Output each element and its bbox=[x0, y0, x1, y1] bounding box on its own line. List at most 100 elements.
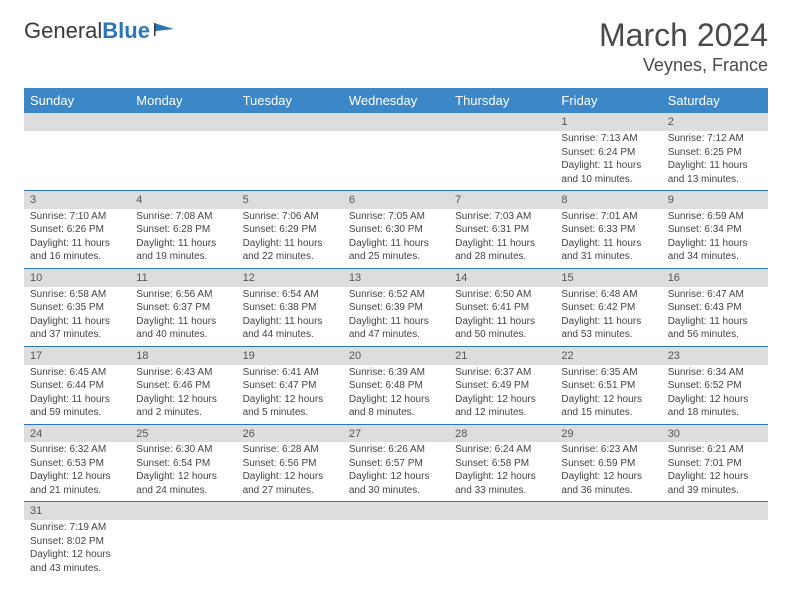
day-number-cell: 23 bbox=[662, 346, 768, 364]
sunset-text: Sunset: 6:56 PM bbox=[243, 457, 337, 471]
day-number-cell: 31 bbox=[24, 502, 130, 520]
day-number-cell bbox=[24, 113, 130, 131]
daylight-text: Daylight: 12 hours bbox=[455, 393, 549, 407]
day-info-cell: Sunrise: 6:41 AMSunset: 6:47 PMDaylight:… bbox=[237, 365, 343, 425]
day-number-cell: 27 bbox=[343, 424, 449, 442]
sunset-text: Sunset: 7:01 PM bbox=[668, 457, 762, 471]
daylight-text-2: and 12 minutes. bbox=[455, 406, 549, 420]
sunset-text: Sunset: 6:57 PM bbox=[349, 457, 443, 471]
day-number-cell bbox=[343, 502, 449, 520]
day-number-cell: 5 bbox=[237, 191, 343, 209]
sunset-text: Sunset: 6:34 PM bbox=[668, 223, 762, 237]
sunrise-text: Sunrise: 6:45 AM bbox=[30, 366, 124, 380]
daylight-text-2: and 15 minutes. bbox=[561, 406, 655, 420]
daylight-text: Daylight: 12 hours bbox=[349, 393, 443, 407]
sunset-text: Sunset: 6:49 PM bbox=[455, 379, 549, 393]
sunrise-text: Sunrise: 7:08 AM bbox=[136, 210, 230, 224]
sunset-text: Sunset: 6:35 PM bbox=[30, 301, 124, 315]
sunset-text: Sunset: 6:43 PM bbox=[668, 301, 762, 315]
sunrise-text: Sunrise: 6:23 AM bbox=[561, 443, 655, 457]
daylight-text-2: and 37 minutes. bbox=[30, 328, 124, 342]
daylight-text-2: and 25 minutes. bbox=[349, 250, 443, 264]
daylight-text: Daylight: 11 hours bbox=[561, 159, 655, 173]
day-info-cell bbox=[343, 520, 449, 579]
day-number-cell: 28 bbox=[449, 424, 555, 442]
daylight-text-2: and 10 minutes. bbox=[561, 173, 655, 187]
daylight-text: Daylight: 12 hours bbox=[30, 470, 124, 484]
day-info-cell: Sunrise: 6:32 AMSunset: 6:53 PMDaylight:… bbox=[24, 442, 130, 502]
logo-text-2: Blue bbox=[102, 18, 150, 43]
sunrise-text: Sunrise: 6:35 AM bbox=[561, 366, 655, 380]
daylight-text: Daylight: 11 hours bbox=[30, 237, 124, 251]
sunrise-text: Sunrise: 7:13 AM bbox=[561, 132, 655, 146]
daylight-text-2: and 43 minutes. bbox=[30, 562, 124, 576]
sunset-text: Sunset: 6:33 PM bbox=[561, 223, 655, 237]
sunset-text: Sunset: 6:44 PM bbox=[30, 379, 124, 393]
logo: GeneralBlue bbox=[24, 18, 176, 44]
day-info-cell bbox=[343, 131, 449, 191]
sunrise-text: Sunrise: 6:58 AM bbox=[30, 288, 124, 302]
daylight-text: Daylight: 12 hours bbox=[243, 393, 337, 407]
daynum-row: 10111213141516 bbox=[24, 268, 768, 286]
daylight-text: Daylight: 12 hours bbox=[561, 393, 655, 407]
day-number-cell: 13 bbox=[343, 268, 449, 286]
daylight-text: Daylight: 11 hours bbox=[30, 315, 124, 329]
daylight-text: Daylight: 11 hours bbox=[136, 237, 230, 251]
day-number-cell bbox=[555, 502, 661, 520]
daylight-text-2: and 18 minutes. bbox=[668, 406, 762, 420]
calendar-table: Sunday Monday Tuesday Wednesday Thursday… bbox=[24, 88, 768, 579]
sunset-text: Sunset: 6:24 PM bbox=[561, 146, 655, 160]
day-info-cell: Sunrise: 6:39 AMSunset: 6:48 PMDaylight:… bbox=[343, 365, 449, 425]
weekday-header: Saturday bbox=[662, 88, 768, 113]
daylight-text: Daylight: 11 hours bbox=[561, 315, 655, 329]
sunset-text: Sunset: 6:48 PM bbox=[349, 379, 443, 393]
daylight-text-2: and 59 minutes. bbox=[30, 406, 124, 420]
info-row: Sunrise: 6:32 AMSunset: 6:53 PMDaylight:… bbox=[24, 442, 768, 502]
day-number-cell: 7 bbox=[449, 191, 555, 209]
daylight-text: Daylight: 12 hours bbox=[30, 548, 124, 562]
day-info-cell: Sunrise: 6:24 AMSunset: 6:58 PMDaylight:… bbox=[449, 442, 555, 502]
daylight-text-2: and 8 minutes. bbox=[349, 406, 443, 420]
sunrise-text: Sunrise: 6:34 AM bbox=[668, 366, 762, 380]
daylight-text: Daylight: 12 hours bbox=[136, 470, 230, 484]
daylight-text-2: and 33 minutes. bbox=[455, 484, 549, 498]
sunrise-text: Sunrise: 6:30 AM bbox=[136, 443, 230, 457]
daylight-text: Daylight: 11 hours bbox=[349, 315, 443, 329]
weekday-header: Monday bbox=[130, 88, 236, 113]
sunrise-text: Sunrise: 6:39 AM bbox=[349, 366, 443, 380]
day-info-cell: Sunrise: 7:01 AMSunset: 6:33 PMDaylight:… bbox=[555, 209, 661, 269]
daylight-text: Daylight: 11 hours bbox=[30, 393, 124, 407]
day-info-cell: Sunrise: 7:19 AMSunset: 8:02 PMDaylight:… bbox=[24, 520, 130, 579]
sunset-text: Sunset: 6:47 PM bbox=[243, 379, 337, 393]
page-title: March 2024 bbox=[599, 18, 768, 53]
day-number-cell: 30 bbox=[662, 424, 768, 442]
daylight-text-2: and 21 minutes. bbox=[30, 484, 124, 498]
day-info-cell bbox=[237, 520, 343, 579]
daylight-text-2: and 34 minutes. bbox=[668, 250, 762, 264]
day-info-cell: Sunrise: 6:26 AMSunset: 6:57 PMDaylight:… bbox=[343, 442, 449, 502]
daylight-text-2: and 31 minutes. bbox=[561, 250, 655, 264]
day-number-cell: 8 bbox=[555, 191, 661, 209]
daylight-text: Daylight: 11 hours bbox=[243, 237, 337, 251]
day-number-cell: 19 bbox=[237, 346, 343, 364]
sunset-text: Sunset: 6:39 PM bbox=[349, 301, 443, 315]
day-number-cell bbox=[343, 113, 449, 131]
day-info-cell: Sunrise: 6:56 AMSunset: 6:37 PMDaylight:… bbox=[130, 287, 236, 347]
sunrise-text: Sunrise: 7:19 AM bbox=[30, 521, 124, 535]
day-info-cell: Sunrise: 6:37 AMSunset: 6:49 PMDaylight:… bbox=[449, 365, 555, 425]
weekday-header: Tuesday bbox=[237, 88, 343, 113]
weekday-header: Wednesday bbox=[343, 88, 449, 113]
sunset-text: Sunset: 6:42 PM bbox=[561, 301, 655, 315]
day-info-cell bbox=[449, 131, 555, 191]
day-info-cell: Sunrise: 6:47 AMSunset: 6:43 PMDaylight:… bbox=[662, 287, 768, 347]
sunrise-text: Sunrise: 6:54 AM bbox=[243, 288, 337, 302]
sunrise-text: Sunrise: 6:47 AM bbox=[668, 288, 762, 302]
sunrise-text: Sunrise: 6:52 AM bbox=[349, 288, 443, 302]
day-info-cell: Sunrise: 6:52 AMSunset: 6:39 PMDaylight:… bbox=[343, 287, 449, 347]
weekday-header: Thursday bbox=[449, 88, 555, 113]
daynum-row: 12 bbox=[24, 113, 768, 131]
day-number-cell: 10 bbox=[24, 268, 130, 286]
daynum-row: 17181920212223 bbox=[24, 346, 768, 364]
sunrise-text: Sunrise: 7:01 AM bbox=[561, 210, 655, 224]
daynum-row: 3456789 bbox=[24, 191, 768, 209]
